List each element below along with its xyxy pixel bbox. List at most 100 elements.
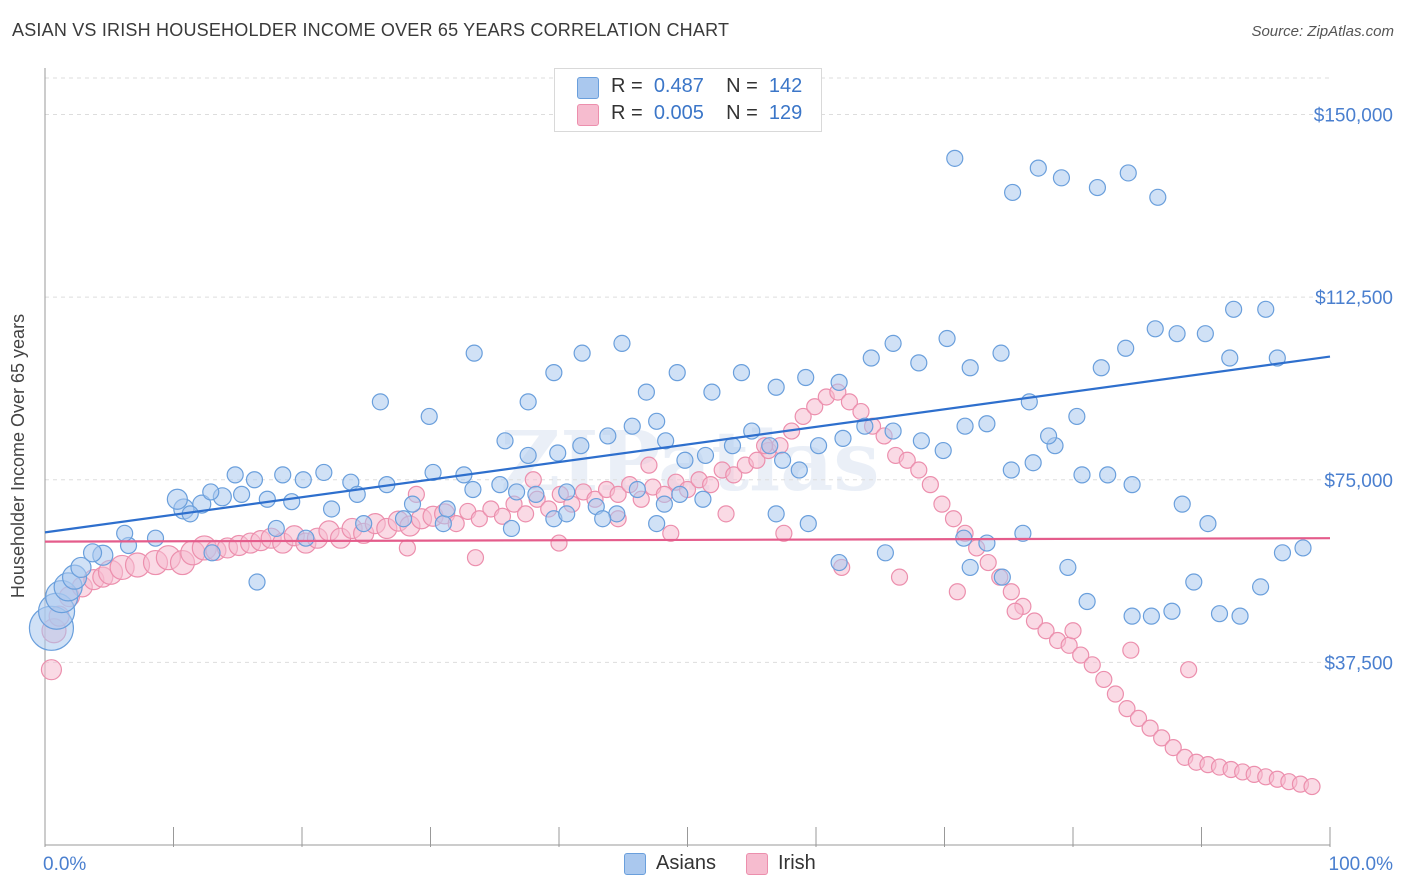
asian-point: [993, 568, 1011, 586]
asian-point: [70, 556, 92, 579]
irish-point: [398, 539, 416, 557]
asian-point: [655, 495, 673, 513]
asian-point: [146, 529, 165, 547]
asian-point: [910, 354, 928, 372]
irish-point: [609, 485, 627, 503]
asian-point: [394, 510, 413, 528]
asian-point: [258, 490, 276, 508]
irish-point: [550, 534, 568, 552]
axes: [44, 68, 1331, 847]
asian-point: [648, 514, 666, 533]
asian-point: [1168, 325, 1186, 343]
source-label: Source: ZipAtlas.com: [1251, 23, 1394, 40]
asian-point: [799, 514, 817, 533]
asian-point: [676, 451, 694, 469]
asian-point: [233, 485, 251, 503]
asian-point: [628, 480, 646, 499]
asian-point: [434, 514, 452, 533]
asian-point: [1149, 188, 1167, 206]
asian-point: [884, 334, 902, 353]
irish-r-value: 0.005: [653, 102, 704, 124]
asian-point: [1268, 349, 1286, 367]
asian-point: [496, 432, 514, 450]
irish-point: [1122, 641, 1140, 659]
asian-point: [956, 417, 974, 435]
gridlines: [45, 77, 1330, 663]
asian-point: [961, 359, 979, 377]
asians-trend-line: [44, 355, 1331, 534]
asian-point: [732, 364, 751, 382]
asian-point: [1199, 514, 1217, 533]
irish-point: [725, 466, 743, 484]
asian-point: [703, 383, 721, 401]
asians-swatch: [577, 77, 599, 99]
irish-point: [1006, 602, 1024, 620]
asian-point: [1092, 359, 1110, 377]
asian-point: [549, 444, 567, 462]
irish-n-value: 129: [768, 102, 803, 124]
irish-point: [979, 553, 997, 572]
asian-point: [465, 344, 483, 362]
irish-point: [806, 398, 824, 416]
asians-r-value: 0.487: [653, 75, 704, 97]
asian-point: [671, 485, 689, 503]
asian-point: [527, 485, 545, 503]
irish-point: [1037, 622, 1055, 640]
irish-point: [40, 659, 63, 681]
irish-point: [775, 524, 793, 542]
irish-series: [40, 383, 1321, 796]
asian-point: [862, 349, 880, 367]
asian-point: [1123, 607, 1141, 625]
irish-point: [1141, 719, 1159, 737]
asian-point: [1024, 454, 1042, 472]
irish-point: [794, 407, 812, 426]
irish-point: [1180, 661, 1198, 679]
asian-point: [519, 446, 537, 465]
asian-point: [1146, 320, 1164, 338]
asian-point: [1210, 605, 1229, 623]
irish-point: [516, 505, 535, 523]
asian-point: [613, 334, 631, 353]
asian-point: [1068, 407, 1086, 426]
irish-point: [890, 568, 909, 586]
asian-point: [946, 149, 964, 167]
asian-point: [1196, 325, 1214, 343]
asian-point: [1231, 607, 1249, 625]
asian-point: [961, 558, 979, 577]
asian-point: [830, 553, 848, 572]
irish-r-label: R =: [611, 102, 643, 124]
asian-point: [834, 429, 852, 447]
asian-point: [507, 483, 526, 501]
y-tick-label: $112,500: [1315, 288, 1393, 309]
asian-point: [438, 500, 456, 518]
legend: R = 0.487 N = 142 R = 0.005 N = 129: [554, 68, 822, 132]
asian-point: [297, 529, 315, 547]
asian-point: [668, 364, 686, 382]
asian-point: [797, 368, 815, 387]
asian-point: [203, 544, 221, 562]
chart-title: ASIAN VS IRISH HOUSEHOLDER INCOME OVER 6…: [12, 20, 730, 40]
asian-point: [978, 534, 996, 552]
asian-point: [202, 483, 220, 501]
asian-point: [1029, 159, 1047, 177]
irish-point: [944, 510, 963, 528]
irish-point: [1002, 583, 1020, 601]
irish-point: [1118, 700, 1136, 718]
asian-point: [809, 437, 828, 455]
asians-r-label: R =: [611, 75, 643, 97]
asian-point: [267, 519, 285, 538]
asian-point: [1039, 427, 1058, 445]
irish-point: [840, 393, 859, 411]
asian-point: [912, 432, 930, 450]
asian-point: [519, 393, 537, 411]
asian-point: [315, 463, 333, 482]
asian-point: [623, 417, 641, 435]
asian-point: [599, 427, 617, 445]
asian-point: [371, 393, 389, 411]
asian-point: [82, 543, 103, 563]
irish-legend-swatch: [746, 853, 768, 875]
asian-point: [502, 519, 521, 538]
irish-point: [1083, 656, 1101, 674]
asian-point: [637, 383, 655, 401]
irish-point: [852, 402, 870, 421]
